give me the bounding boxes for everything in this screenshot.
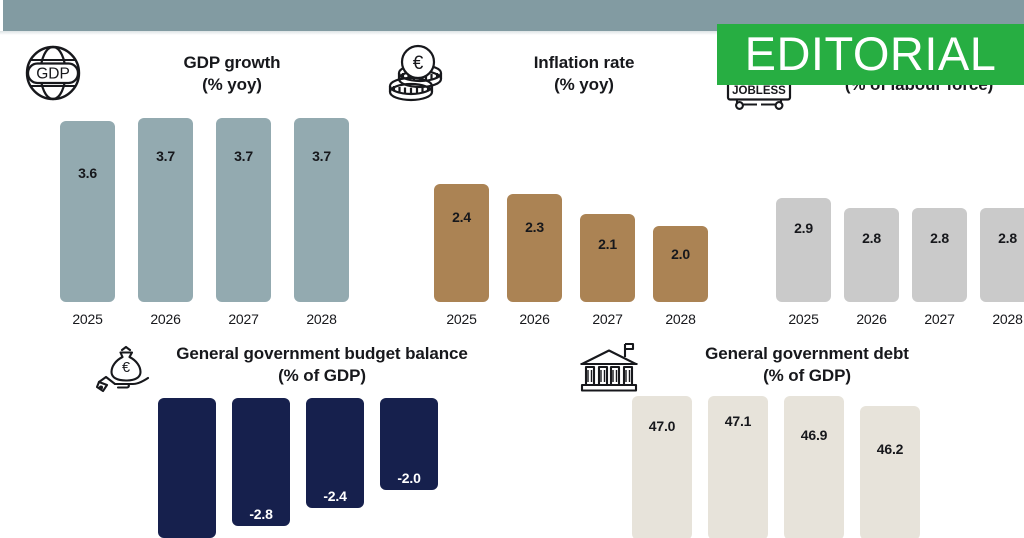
- svg-text:€: €: [122, 360, 130, 376]
- panel-title-budget-balance: General government budget balance (% of …: [148, 343, 496, 387]
- editorial-banner: EDITORIAL: [717, 24, 1024, 85]
- panel-header: GDP GDP growth (% yoy): [18, 40, 378, 102]
- bar-value: -2.8: [249, 506, 273, 522]
- bar-value: 2.8: [930, 230, 949, 246]
- panel-title-gdp-growth: GDP growth (% yoy): [110, 52, 354, 96]
- bar-2028[interactable]: 2.0: [653, 226, 708, 302]
- panel-government-debt: General government debt (% of GDP) 47.0 …: [578, 340, 978, 538]
- bar-value: 3.7: [312, 148, 331, 164]
- bar-2026[interactable]: 47.1: [708, 396, 768, 538]
- bar-2025[interactable]: 47.0: [632, 396, 692, 538]
- bar-value: -2.0: [397, 470, 421, 486]
- euro-coins-icon: €: [385, 42, 449, 104]
- bar-value: 2.9: [794, 220, 813, 236]
- axis-label-2028: 2028: [306, 311, 337, 327]
- bar-2026[interactable]: 2.8: [844, 208, 899, 302]
- chart-gdp-growth: 3.6 3.7 3.7 3.7 2025 2026 2027 2028: [60, 118, 380, 336]
- bar-value: -2.4: [323, 488, 347, 504]
- band-shadow: [0, 31, 1024, 35]
- bar-value: 3.7: [234, 148, 253, 164]
- panel-title-inflation-rate: Inflation rate (% yoy): [468, 52, 700, 96]
- svg-text:JOBLESS: JOBLESS: [732, 85, 786, 97]
- subtitle-line: (% yoy): [554, 74, 614, 94]
- bar-value: 2.3: [525, 219, 544, 235]
- bar-2025[interactable]: 2.4: [434, 184, 489, 302]
- axis-label-2026: 2026: [519, 311, 550, 327]
- bar-2028[interactable]: 3.7: [294, 118, 349, 302]
- title-line: Inflation rate: [533, 53, 635, 72]
- bar-value: 46.9: [800, 427, 828, 443]
- bar-value: 3.6: [78, 165, 97, 181]
- bar-value: 3.7: [156, 148, 175, 164]
- axis-label-2026: 2026: [150, 311, 181, 327]
- bank-building-icon: [578, 342, 640, 394]
- bar-2027[interactable]: -2.4: [306, 398, 364, 508]
- bar-2026[interactable]: 2.3: [507, 194, 562, 302]
- bar-2026[interactable]: -2.8: [232, 398, 290, 526]
- chart-government-debt: 47.0 47.1 46.9 46.2: [632, 396, 962, 538]
- title-line: General government debt: [705, 344, 909, 363]
- panel-header: General government debt (% of GDP): [578, 340, 978, 398]
- panel-title-government-debt: General government debt (% of GDP): [664, 343, 950, 387]
- bar-2028[interactable]: 46.2: [860, 406, 920, 538]
- chart-unemployment-rate: 2.9 2.8 2.8 2.8 2025 2026 2027 2028: [776, 118, 1024, 336]
- money-bag-hand-icon: €: [96, 344, 156, 396]
- panel-budget-balance: € General government budget balance (% o…: [96, 340, 496, 538]
- axis-label-2028: 2028: [665, 311, 696, 327]
- bar-value: 2.4: [452, 209, 471, 225]
- panel-header: € Inflation rate (% yoy): [382, 40, 722, 102]
- axis-label-2027: 2027: [924, 311, 955, 327]
- globe-gdp-icon: GDP: [22, 43, 84, 103]
- subtitle-line: (% of GDP): [763, 365, 851, 385]
- bar-2028[interactable]: -2.0: [380, 398, 438, 490]
- axis-label-2027: 2027: [592, 311, 623, 327]
- panel-header: € General government budget balance (% o…: [96, 340, 496, 398]
- axis-label-2025: 2025: [446, 311, 477, 327]
- bar-value: 46.2: [876, 441, 904, 457]
- svg-text:€: €: [413, 53, 424, 74]
- axis-label-2028: 2028: [992, 311, 1023, 327]
- bar-value: 47.0: [648, 418, 676, 434]
- bar-value: 2.0: [671, 246, 690, 262]
- bar-2027[interactable]: 46.9: [784, 396, 844, 538]
- bar-2027[interactable]: 3.7: [216, 118, 271, 302]
- title-line: GDP growth: [183, 53, 281, 72]
- panel-gdp-growth: GDP GDP growth (% yoy) 3.6 3.7 3.7 3.7: [18, 40, 378, 327]
- bar-2025[interactable]: 3.6: [60, 121, 115, 302]
- axis-label-2026: 2026: [856, 311, 887, 327]
- bar-2027[interactable]: 2.8: [912, 208, 967, 302]
- bar-value: 2.8: [862, 230, 881, 246]
- chart-budget-balance: -2.8 -2.4 -2.0: [158, 398, 478, 538]
- bar-value: 2.8: [998, 230, 1017, 246]
- bar-2028[interactable]: 2.8: [980, 208, 1024, 302]
- panel-inflation-rate: € Inflation rate (% yoy) 2.4 2.3 2.1 2.0…: [382, 40, 722, 327]
- chart-inflation-rate: 2.4 2.3 2.1 2.0 2025 2026 2027 2028: [434, 118, 744, 336]
- bar-value: 2.1: [598, 236, 617, 252]
- title-line: General government budget balance: [176, 344, 468, 363]
- bar-value: 47.1: [724, 413, 752, 429]
- subtitle-line: (% yoy): [202, 74, 262, 94]
- bar-2025[interactable]: 2.9: [776, 198, 831, 302]
- editorial-banner-label: EDITORIAL: [744, 27, 997, 80]
- bar-2025[interactable]: [158, 398, 216, 538]
- bar-2027[interactable]: 2.1: [580, 214, 635, 302]
- axis-label-2027: 2027: [228, 311, 259, 327]
- svg-text:GDP: GDP: [36, 66, 70, 83]
- axis-label-2025: 2025: [788, 311, 819, 327]
- subtitle-line: (% of GDP): [278, 365, 366, 385]
- axis-label-2025: 2025: [72, 311, 103, 327]
- bar-2026[interactable]: 3.7: [138, 118, 193, 302]
